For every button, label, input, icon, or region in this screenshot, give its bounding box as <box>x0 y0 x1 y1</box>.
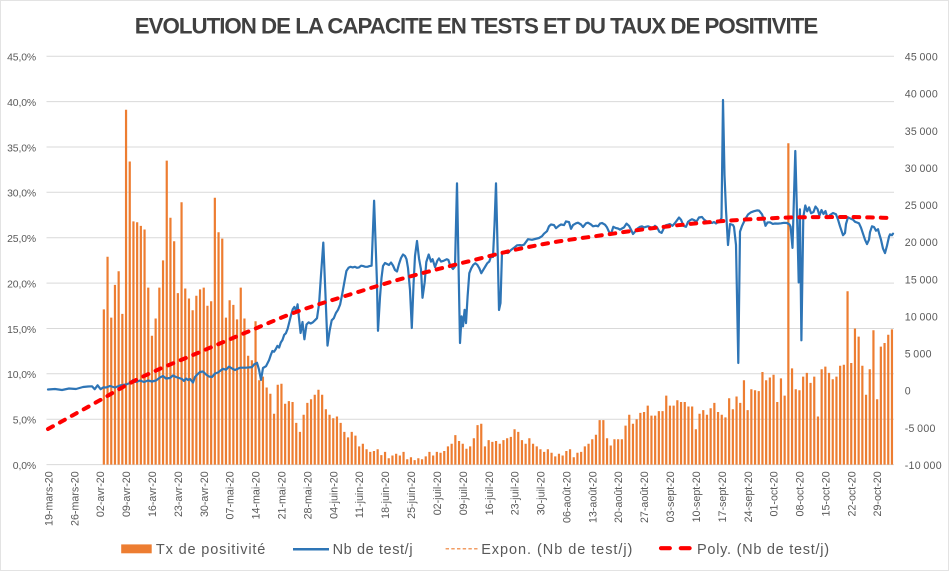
svg-text:22-oct-20: 22-oct-20 <box>846 471 858 516</box>
svg-text:14-mai-20: 14-mai-20 <box>251 471 263 519</box>
svg-text:09-juil-20: 09-juil-20 <box>458 471 470 515</box>
svg-text:19-mars-20: 19-mars-20 <box>44 471 56 526</box>
svg-text:Expon. (Nb de test/j): Expon. (Nb de test/j) <box>481 542 633 558</box>
svg-text:15-oct-20: 15-oct-20 <box>821 471 833 516</box>
svg-text:06-août-20: 06-août-20 <box>562 471 574 523</box>
svg-text:Poly. (Nb de test/j): Poly. (Nb de test/j) <box>697 542 830 558</box>
svg-text:16-avr-20: 16-avr-20 <box>147 471 159 517</box>
svg-text:02-avr-20: 02-avr-20 <box>95 471 107 517</box>
svg-text:24-sept-20: 24-sept-20 <box>743 471 755 522</box>
svg-text:17-sept-20: 17-sept-20 <box>717 471 729 522</box>
svg-text:30-juil-20: 30-juil-20 <box>536 471 548 515</box>
svg-text:15,0%: 15,0% <box>7 325 36 336</box>
svg-text:45,0%: 45,0% <box>7 53 36 64</box>
svg-text:25 000: 25 000 <box>905 200 938 212</box>
svg-text:20,0%: 20,0% <box>7 280 36 291</box>
svg-text:08-oct-20: 08-oct-20 <box>795 471 807 516</box>
svg-text:0,0%: 0,0% <box>13 461 36 472</box>
svg-text:EVOLUTION DE LA CAPACITE EN TE: EVOLUTION DE LA CAPACITE EN TESTS ET DU … <box>135 13 818 38</box>
svg-text:18-juin-20: 18-juin-20 <box>380 471 392 519</box>
svg-text:28-mai-20: 28-mai-20 <box>303 471 315 519</box>
svg-text:21-mai-20: 21-mai-20 <box>277 471 289 519</box>
svg-text:11-juin-20: 11-juin-20 <box>354 471 366 518</box>
svg-text:35,0%: 35,0% <box>7 143 36 154</box>
svg-text:5,0%: 5,0% <box>13 416 36 427</box>
svg-text:10,0%: 10,0% <box>7 370 36 381</box>
svg-text:13-août-20: 13-août-20 <box>587 471 599 523</box>
svg-text:Tx de positivité: Tx de positivité <box>156 542 266 558</box>
svg-text:25,0%: 25,0% <box>7 234 36 245</box>
svg-text:30-avr-20: 30-avr-20 <box>199 471 211 517</box>
svg-text:04-juin-20: 04-juin-20 <box>328 471 340 519</box>
svg-text:30 000: 30 000 <box>905 163 938 175</box>
svg-text:0: 0 <box>905 386 911 398</box>
svg-text:23-avr-20: 23-avr-20 <box>173 471 185 517</box>
svg-text:10-sept-20: 10-sept-20 <box>691 471 703 522</box>
svg-text:03-sept-20: 03-sept-20 <box>665 471 677 522</box>
svg-text:29-oct-20: 29-oct-20 <box>872 471 884 516</box>
svg-text:02-juil-20: 02-juil-20 <box>432 471 444 515</box>
svg-text:25-juin-20: 25-juin-20 <box>406 471 418 519</box>
svg-text:30,0%: 30,0% <box>7 189 36 200</box>
svg-text:-5 000: -5 000 <box>905 423 936 435</box>
svg-text:27-août-20: 27-août-20 <box>639 471 651 523</box>
svg-text:23-juil-20: 23-juil-20 <box>510 471 522 515</box>
svg-text:35 000: 35 000 <box>905 126 938 138</box>
svg-text:09-avr-20: 09-avr-20 <box>121 471 133 517</box>
svg-text:-10 000: -10 000 <box>905 460 942 472</box>
svg-text:20-août-20: 20-août-20 <box>613 471 625 523</box>
svg-text:07-mai-20: 07-mai-20 <box>225 471 237 519</box>
svg-text:45 000: 45 000 <box>905 52 938 64</box>
svg-text:15 000: 15 000 <box>905 274 938 286</box>
svg-text:Nb de test/j: Nb de test/j <box>333 542 414 558</box>
svg-text:01-oct-20: 01-oct-20 <box>769 471 781 516</box>
svg-text:40 000: 40 000 <box>905 89 938 101</box>
svg-text:20 000: 20 000 <box>905 237 938 249</box>
svg-text:26-mars-20: 26-mars-20 <box>69 471 81 526</box>
svg-text:16-juil-20: 16-juil-20 <box>484 471 496 515</box>
svg-text:5 000: 5 000 <box>905 349 932 361</box>
svg-text:10 000: 10 000 <box>905 312 938 324</box>
svg-text:40,0%: 40,0% <box>7 98 36 109</box>
